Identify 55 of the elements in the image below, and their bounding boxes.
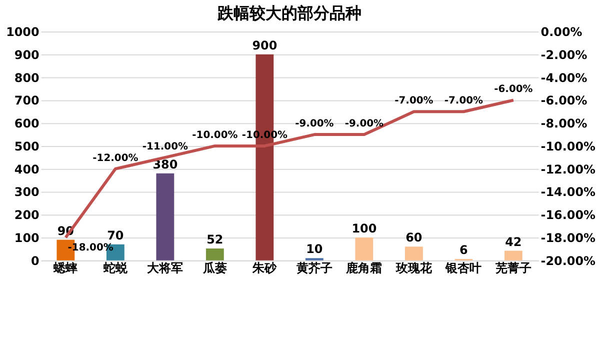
data-label: -11.00% [142, 141, 188, 152]
bar [206, 248, 224, 260]
data-label: -7.00% [444, 96, 484, 107]
y-tick-label: 400 [14, 162, 40, 176]
y-tick-label: 100 [14, 230, 40, 245]
x-tick-label: 蟋蟀 [52, 260, 78, 275]
data-label: 42 [505, 234, 522, 249]
x-tick-label: 鹿角霜 [345, 260, 382, 275]
data-label: -6.00% [494, 84, 533, 96]
y-tick-label: 800 [14, 70, 40, 85]
y2-tick-label: -18.00% [540, 230, 596, 245]
y2-tick-label: -10.00% [540, 139, 596, 154]
y-tick-label: 200 [14, 208, 40, 222]
y2-tick-label: -16.00% [540, 208, 596, 222]
y2-tick-label: -12.00% [540, 162, 596, 176]
x-tick-label: 瓜蒌 [202, 260, 227, 275]
x-tick-label: 黄芥子 [295, 260, 332, 275]
y2-tick-label: -14.00% [540, 185, 596, 200]
bar [156, 173, 174, 260]
data-label: 52 [206, 232, 224, 247]
data-label: 6 [460, 243, 468, 258]
y-tick-label: 500 [14, 139, 40, 154]
y2-tick-label: -6.00% [540, 94, 588, 108]
bar [404, 246, 423, 260]
data-label: 900 [252, 38, 278, 52]
y-tick-label: 300 [14, 185, 40, 200]
data-label: -12.00% [92, 152, 138, 164]
x-tick-label: 朱砂 [252, 260, 278, 275]
x-tick-label: 玫瑰花 [394, 260, 433, 275]
y2-tick-label: -20.00% [540, 254, 596, 268]
data-label: -10.00% [192, 130, 238, 142]
data-label: 380 [152, 157, 178, 172]
chart-title: 跌幅较大的部分品种 [216, 4, 362, 23]
bar [504, 250, 522, 260]
data-label: -7.00% [394, 96, 434, 107]
data-label: 10 [306, 242, 323, 256]
y-tick-label: 1000 [6, 25, 40, 40]
x-tick-label: 大将军 [147, 260, 184, 275]
data-label: -9.00% [295, 118, 334, 130]
data-label: -9.00% [344, 118, 384, 130]
bar [355, 238, 374, 260]
y-tick-label: 700 [14, 94, 40, 108]
y-tick-label: 0 [30, 254, 40, 268]
y2-tick-label: -4.00% [540, 70, 588, 85]
y2-tick-label: 0.00% [540, 25, 582, 40]
y-tick-label: 600 [14, 116, 40, 131]
y2-tick-label: -2.00% [540, 48, 588, 62]
x-tick-label: 芜菁子 [494, 260, 532, 275]
x-tick-label: 蛇蜕 [102, 260, 128, 275]
data-label: 100 [352, 222, 377, 236]
y-tick-label: 900 [14, 48, 40, 62]
y2-tick-label: -8.00% [540, 116, 588, 131]
data-label: 60 [406, 230, 422, 245]
x-tick-label: 银杏叶 [444, 260, 482, 275]
data-label: 70 [107, 228, 124, 242]
